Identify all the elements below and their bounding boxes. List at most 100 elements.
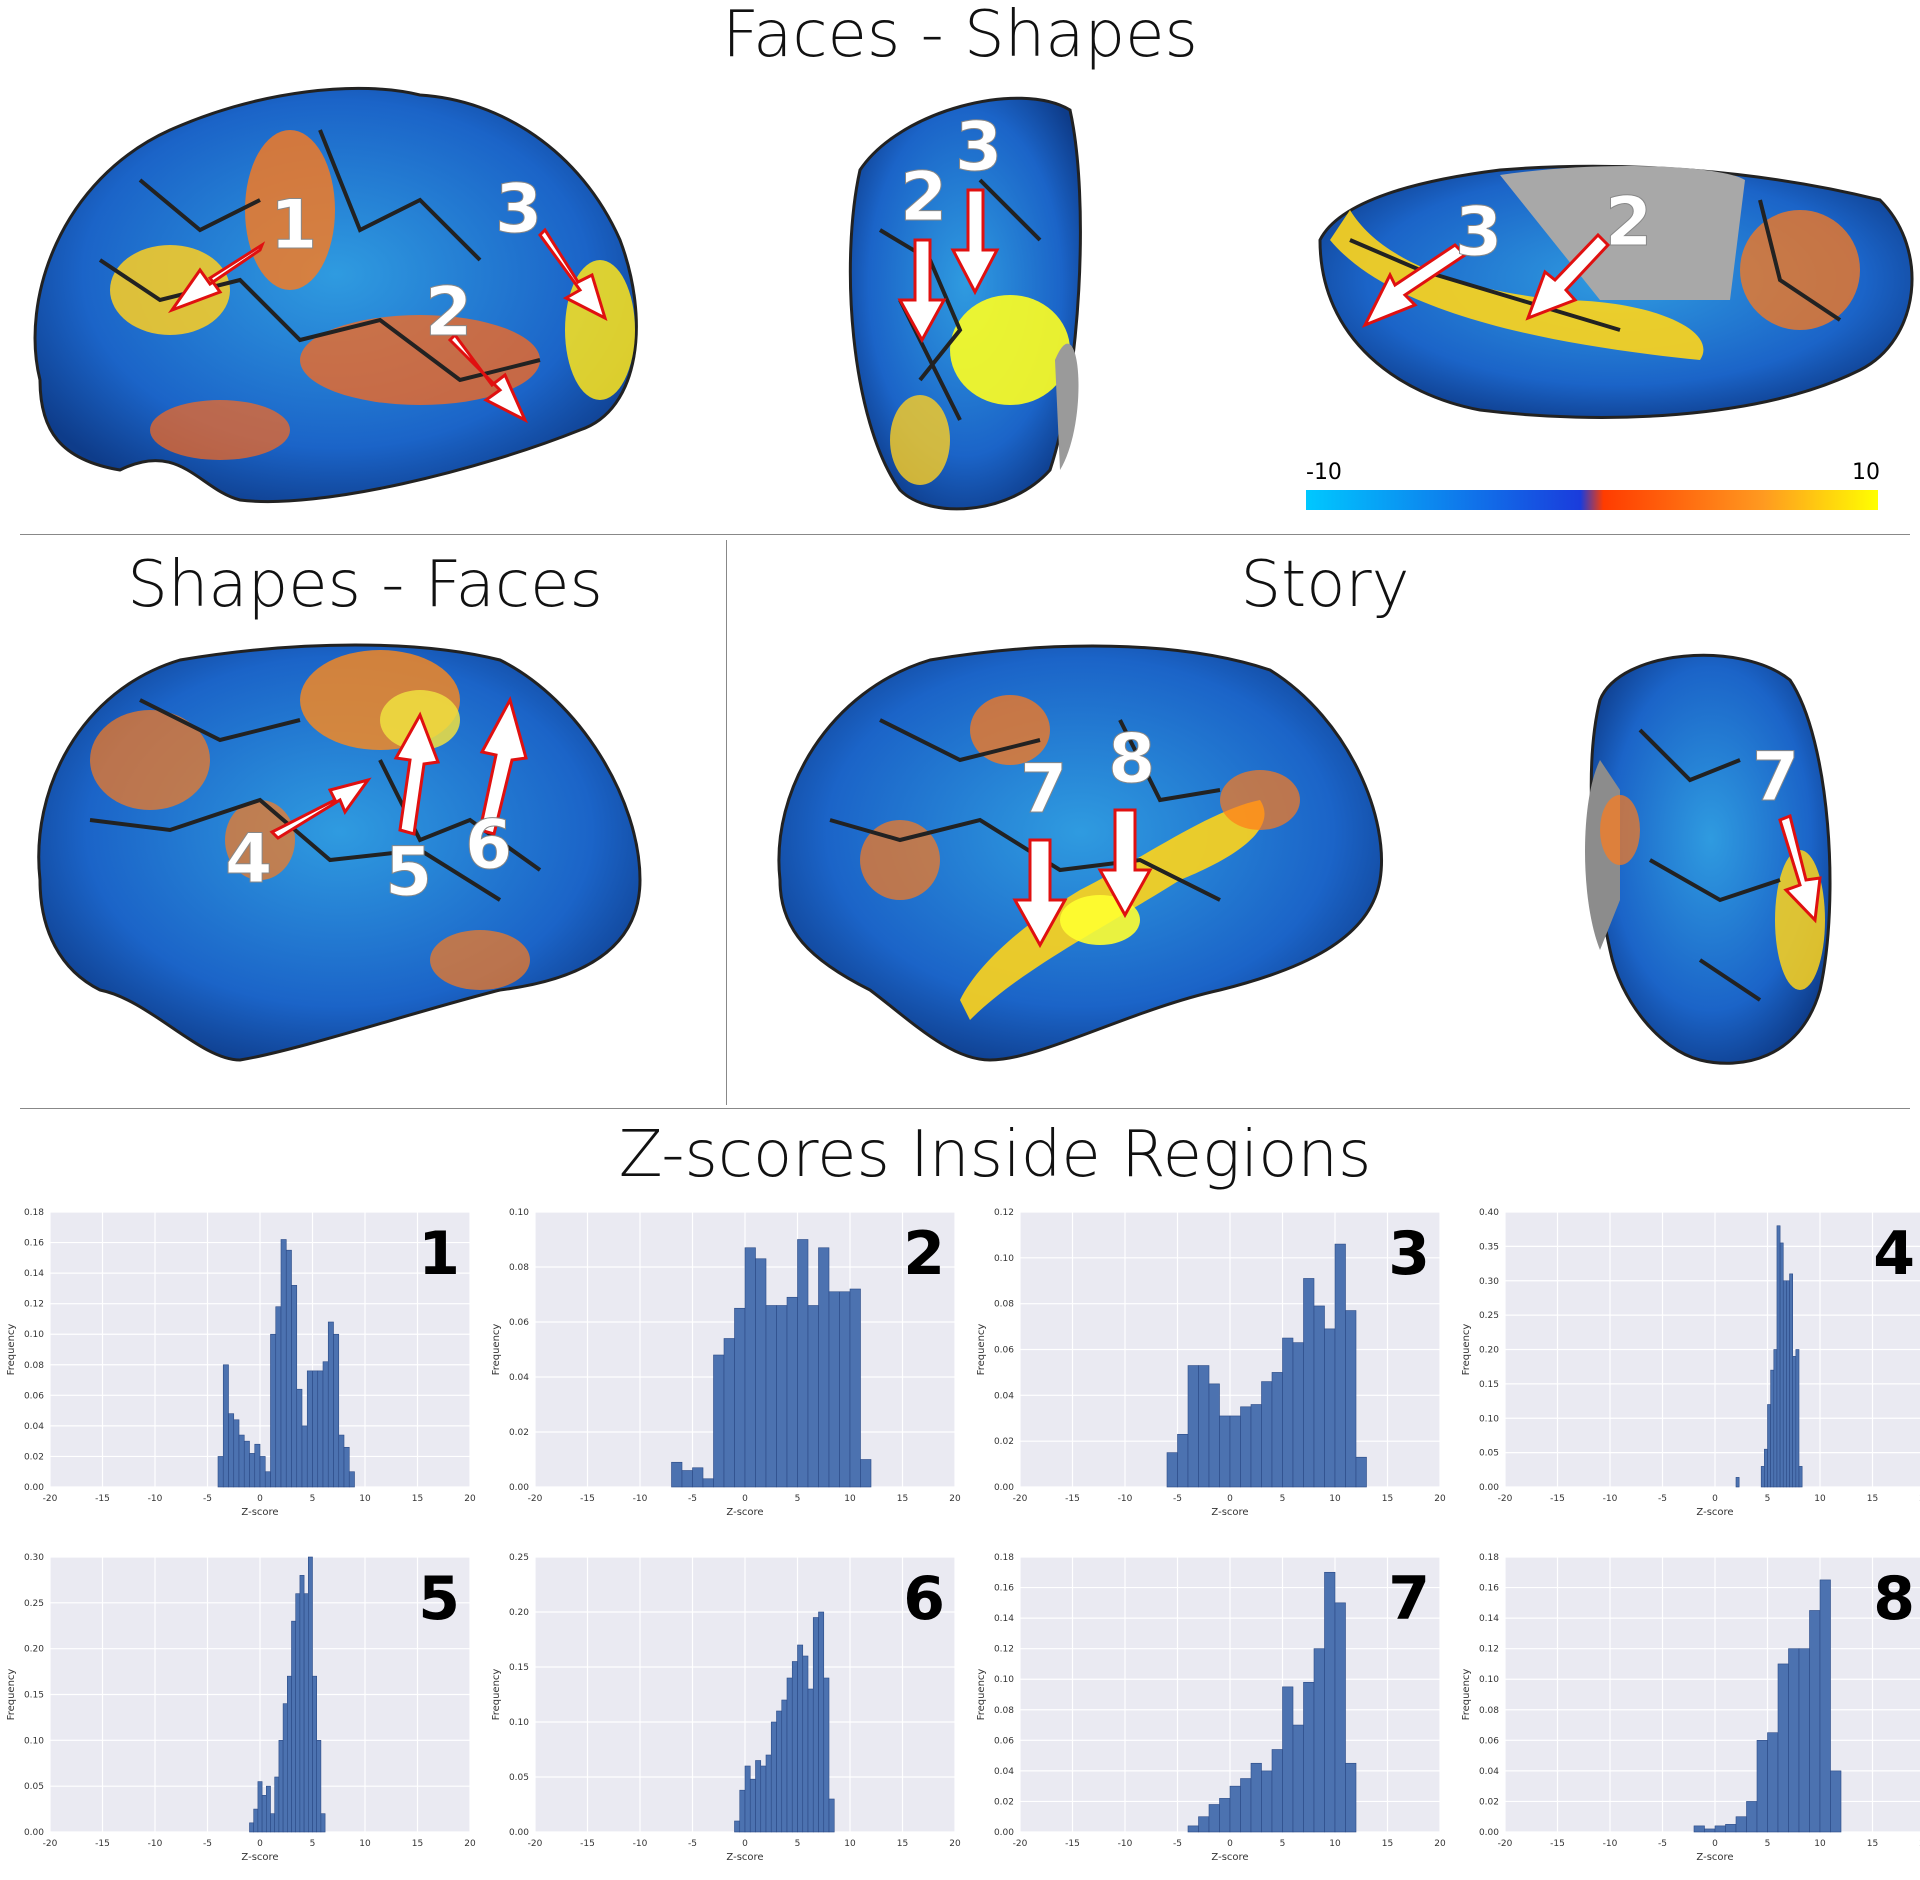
x-tick-label: 20 bbox=[949, 1839, 961, 1849]
histogram-bar bbox=[1178, 1434, 1189, 1487]
y-tick-label: 0.06 bbox=[994, 1736, 1014, 1746]
region-number: 5 bbox=[418, 1564, 460, 1634]
y-axis-label: Frequency bbox=[6, 1669, 17, 1721]
y-tick-label: 0.04 bbox=[1479, 1767, 1499, 1777]
y-tick-label: 0.08 bbox=[1479, 1706, 1499, 1716]
x-tick-label: -15 bbox=[1550, 1839, 1565, 1849]
x-axis-label: Z-score bbox=[241, 1507, 278, 1518]
histogram-bar bbox=[840, 1292, 851, 1487]
y-tick-label: 0.14 bbox=[1479, 1614, 1499, 1624]
x-axis-label: Z-score bbox=[726, 1852, 763, 1863]
y-tick-label: 0.18 bbox=[994, 1553, 1014, 1563]
y-tick-label: 0.20 bbox=[509, 1608, 529, 1618]
x-tick-label: -10 bbox=[1118, 1839, 1133, 1849]
histogram-bar bbox=[714, 1355, 725, 1487]
y-tick-label: 0.16 bbox=[994, 1584, 1014, 1594]
x-tick-label: 0 bbox=[1227, 1839, 1233, 1849]
histogram-bar bbox=[1726, 1824, 1737, 1832]
histogram-region-1: -20 -15 -10 -5 0 5 10 15 20 0.00 0.02 0.04 0.06 0.08 0… bbox=[0, 1200, 480, 1535]
y-tick-label: 0.00 bbox=[1479, 1828, 1499, 1838]
x-tick-label: -15 bbox=[1065, 1494, 1080, 1504]
y-tick-label: 0.35 bbox=[1479, 1242, 1499, 1252]
histogram-bar bbox=[1799, 1466, 1802, 1487]
x-tick-label: -15 bbox=[1550, 1494, 1565, 1504]
x-tick-label: -15 bbox=[95, 1839, 110, 1849]
histogram-bar bbox=[819, 1248, 830, 1487]
histogram-bar bbox=[813, 1618, 818, 1833]
histogram-bar bbox=[792, 1662, 797, 1833]
y-tick-label: 0.04 bbox=[994, 1767, 1014, 1777]
histogram-bar bbox=[1304, 1682, 1315, 1832]
x-tick-label: 5 bbox=[310, 1839, 316, 1849]
y-axis-label: Frequency bbox=[6, 1324, 17, 1376]
brain-story-lateral bbox=[779, 646, 1382, 1060]
y-tick-label: 0.04 bbox=[994, 1391, 1014, 1401]
y-tick-label: 0.02 bbox=[994, 1437, 1014, 1447]
histogram-bar bbox=[1241, 1779, 1252, 1832]
y-tick-label: 0.25 bbox=[1479, 1311, 1499, 1321]
y-tick-label: 0.16 bbox=[24, 1239, 44, 1249]
x-tick-label: -15 bbox=[1065, 1839, 1080, 1849]
y-tick-label: 0.00 bbox=[509, 1828, 529, 1838]
x-tick-label: 10 bbox=[359, 1839, 371, 1849]
histogram-bar bbox=[1230, 1786, 1241, 1832]
brain-renderings: 1 2 3 2 3 3 2 4 5 6 7 8 7 bbox=[0, 0, 1920, 1110]
histogram-bar bbox=[286, 1250, 291, 1487]
histogram-bar bbox=[244, 1441, 249, 1487]
x-tick-label: 15 bbox=[412, 1839, 423, 1849]
histogram-bar bbox=[275, 1777, 279, 1832]
y-tick-label: 0.08 bbox=[509, 1263, 529, 1273]
y-tick-label: 0.00 bbox=[24, 1483, 44, 1493]
histogram-bar bbox=[223, 1365, 228, 1487]
histogram-bar bbox=[1283, 1338, 1294, 1487]
x-tick-label: -10 bbox=[148, 1839, 163, 1849]
histogram-bar bbox=[703, 1479, 714, 1487]
histogram-bar bbox=[328, 1322, 333, 1487]
histogram-bar bbox=[782, 1700, 787, 1832]
histogram-bar bbox=[1262, 1771, 1273, 1832]
label-fs-posterior-2: 2 bbox=[900, 158, 947, 237]
histogram-bar bbox=[682, 1471, 693, 1488]
histogram-bar bbox=[1777, 1226, 1780, 1487]
histogram-bar bbox=[250, 1453, 255, 1487]
y-tick-label: 0.08 bbox=[994, 1706, 1014, 1716]
histogram-bar bbox=[1293, 1343, 1304, 1487]
x-tick-label: 5 bbox=[1765, 1839, 1771, 1849]
x-tick-label: -20 bbox=[43, 1839, 58, 1849]
label-sf-lateral-4: 4 bbox=[225, 820, 272, 899]
x-tick-label: 5 bbox=[310, 1494, 316, 1504]
histogram-bar bbox=[1774, 1350, 1777, 1488]
x-tick-label: 15 bbox=[1382, 1494, 1393, 1504]
y-tick-label: 0.10 bbox=[24, 1330, 44, 1340]
x-tick-label: -20 bbox=[43, 1494, 58, 1504]
x-axis-label: Z-score bbox=[726, 1507, 763, 1518]
x-tick-label: 5 bbox=[1280, 1839, 1286, 1849]
histogram-region-8: -20-15-10-5051015200.000.020.040.060.080… bbox=[1455, 1545, 1920, 1880]
histogram-bar bbox=[1796, 1350, 1799, 1488]
y-tick-label: 0.05 bbox=[24, 1782, 44, 1792]
x-tick-label: -20 bbox=[528, 1839, 543, 1849]
region-number: 8 bbox=[1873, 1564, 1915, 1634]
y-tick-label: 0.12 bbox=[24, 1300, 44, 1310]
x-tick-label: 15 bbox=[1382, 1839, 1393, 1849]
x-tick-label: 10 bbox=[1329, 1839, 1341, 1849]
y-tick-label: 0.08 bbox=[24, 1361, 44, 1371]
histogram-bar bbox=[1199, 1817, 1210, 1832]
histogram-region-5: -20 -15 -10 -5 0 5 10 15 20 0.00 0.05 0.10 0.15 0.20 0… bbox=[0, 1545, 480, 1880]
histogram-bar bbox=[276, 1307, 281, 1487]
histogram-bar bbox=[287, 1676, 291, 1832]
histogram-bar bbox=[1694, 1826, 1705, 1832]
x-tick-label: -15 bbox=[580, 1839, 595, 1849]
y-tick-label: 0.08 bbox=[994, 1300, 1014, 1310]
y-tick-label: 0.00 bbox=[1479, 1483, 1499, 1493]
histogram-region-7: -20 -15 -10 -5 0 5 10 15 20 0.00 0.02 0.04 0.06 0.08 0… bbox=[970, 1545, 1450, 1880]
x-tick-label: 5 bbox=[1765, 1494, 1771, 1504]
y-axis-label: Frequency bbox=[1461, 1324, 1472, 1376]
y-tick-label: 0.02 bbox=[24, 1452, 44, 1462]
colorbar-max-label: 10 bbox=[1852, 460, 1880, 485]
x-tick-label: -15 bbox=[580, 1494, 595, 1504]
histogram-bar bbox=[239, 1435, 244, 1487]
y-tick-label: 0.10 bbox=[509, 1208, 529, 1218]
y-tick-label: 0.10 bbox=[994, 1675, 1014, 1685]
histogram-bar bbox=[313, 1371, 318, 1487]
